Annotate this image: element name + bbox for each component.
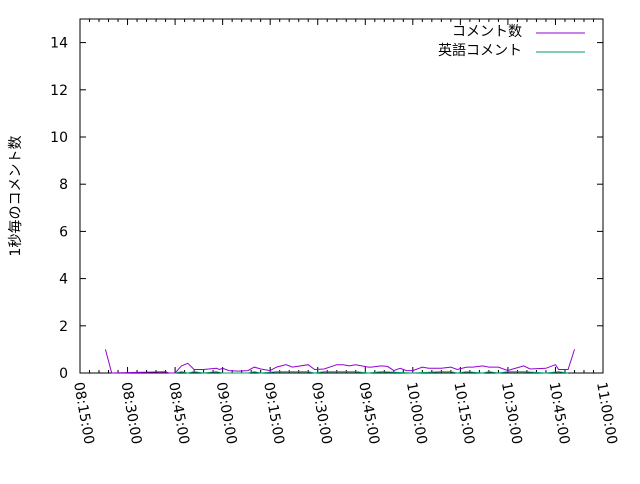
y-tick-label: 2 — [59, 319, 68, 335]
legend-label-0: コメント数 — [452, 24, 522, 40]
x-tick-label: 09:45:00 — [355, 381, 382, 446]
y-tick-label: 0 — [59, 366, 68, 382]
plot-frame — [79, 18, 604, 374]
x-tick-label: 08:30:00 — [118, 381, 145, 446]
y-tick-label: 14 — [50, 36, 68, 52]
x-tick-label: 10:15:00 — [450, 381, 477, 446]
x-tick-label: 08:45:00 — [165, 381, 192, 446]
y-tick-label: 10 — [50, 130, 68, 146]
x-tick-label: 09:15:00 — [260, 381, 287, 446]
x-tick-label: 09:30:00 — [308, 381, 335, 446]
y-tick-label: 12 — [50, 83, 68, 99]
y-axis-label: 1秒毎のコメント数 — [8, 136, 24, 257]
legend-label-1: 英語コメント — [438, 42, 522, 59]
series-line-1 — [175, 371, 569, 374]
series-line-0 — [104, 349, 575, 374]
x-tick-label: 10:00:00 — [403, 381, 430, 446]
x-tick-label: 09:00:00 — [213, 381, 240, 446]
x-tick-label: 10:30:00 — [498, 381, 525, 446]
y-tick-label: 4 — [59, 272, 68, 288]
y-tick-label: 6 — [59, 224, 68, 240]
x-tick-label: 08:15:00 — [70, 381, 97, 446]
x-tick-label: 11:00:00 — [593, 381, 620, 446]
x-tick-label: 10:45:00 — [546, 381, 573, 446]
y-tick-label: 8 — [59, 177, 68, 193]
legend: コメント数 英語コメント — [438, 24, 585, 59]
